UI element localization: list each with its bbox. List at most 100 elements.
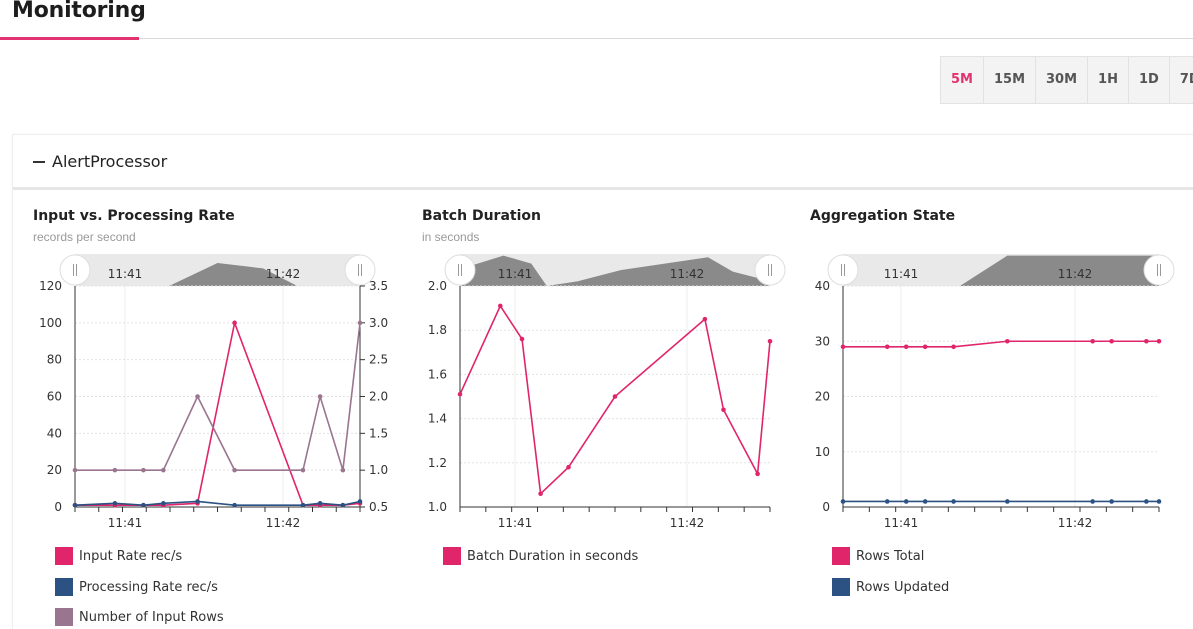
navigator-time-label: 11:41 xyxy=(108,267,143,281)
chart-title: Batch Duration xyxy=(422,208,541,224)
data-point xyxy=(232,467,237,473)
data-point xyxy=(195,394,200,399)
data-point xyxy=(519,336,525,342)
y-right-tick-label: 0.5 xyxy=(369,500,388,514)
time-range-selector: 5M 15M 30M 1H 1D 7D xyxy=(940,56,1193,104)
x-tick-label: 11:41 xyxy=(884,516,919,530)
data-point xyxy=(112,501,118,506)
y-tick-label: 20 xyxy=(47,463,62,477)
y-tick-label: 0 xyxy=(822,500,830,514)
data-point xyxy=(1090,338,1095,344)
range-1d-button[interactable]: 1D xyxy=(1129,57,1170,103)
data-point xyxy=(1156,499,1162,504)
range-15m-button[interactable]: 15M xyxy=(984,57,1037,103)
minus-icon[interactable] xyxy=(33,161,45,163)
y-right-tick-label: 3.5 xyxy=(369,279,388,293)
navigator-handle xyxy=(1143,254,1175,286)
legend-item[interactable]: Processing Rate rec/s xyxy=(55,578,218,596)
y-tick-label: 1.8 xyxy=(428,323,447,337)
range-7d-button[interactable]: 7D xyxy=(1179,72,1193,87)
y-tick-label: 60 xyxy=(47,390,62,404)
y-tick-label: 2.0 xyxy=(428,279,447,293)
navigator-handle xyxy=(827,254,859,286)
data-point xyxy=(884,344,890,350)
data-point xyxy=(903,344,909,350)
legend-label: Rows Total xyxy=(856,548,925,564)
data-point xyxy=(884,499,890,504)
legend-swatch xyxy=(443,547,461,565)
data-point xyxy=(340,502,346,508)
legend-label: Processing Rate rec/s xyxy=(79,579,218,595)
navigator-handle xyxy=(444,254,476,286)
navigator-sparkline xyxy=(460,255,770,286)
x-tick-label: 11:41 xyxy=(108,516,143,530)
series-line xyxy=(459,304,771,496)
data-point xyxy=(300,502,306,508)
data-point xyxy=(951,344,956,350)
range-5m-button[interactable]: 5M xyxy=(941,57,984,103)
legend-swatch xyxy=(55,578,73,596)
navigator-time-label: 11:41 xyxy=(884,267,919,281)
legend-label: Rows Updated xyxy=(856,579,950,595)
data-point xyxy=(538,491,543,497)
data-point xyxy=(498,303,503,309)
active-tab-underline xyxy=(0,37,139,40)
data-point xyxy=(1109,338,1114,344)
data-point xyxy=(195,499,200,504)
chart-plot-batch-duration: 11:41 11:42 1.0 1.2 1.4 1.6 1.8 2.0 11:41 11:42 xyxy=(428,254,786,530)
y-tick-label: 0 xyxy=(54,500,62,514)
x-tick-label: 11:42 xyxy=(670,516,705,530)
data-point xyxy=(1156,338,1162,344)
panel-header[interactable]: AlertProcessor xyxy=(13,135,1193,190)
legend-item[interactable]: Batch Duration in seconds xyxy=(443,547,638,565)
legend-item[interactable]: Rows Total xyxy=(832,547,924,565)
data-point xyxy=(922,499,928,504)
y-right-tick-label: 1.5 xyxy=(369,426,388,440)
processor-panel: AlertProcessor xyxy=(12,134,1193,629)
series-line xyxy=(75,322,361,471)
data-point xyxy=(232,502,237,508)
data-point xyxy=(1005,338,1010,344)
y-tick-label: 1.4 xyxy=(428,412,447,426)
legend-swatch xyxy=(55,547,73,565)
range-30m-button[interactable]: 30M xyxy=(1036,57,1089,103)
navigator-time-label: 11:42 xyxy=(670,267,705,281)
y-tick-label: 40 xyxy=(815,279,830,293)
navigator-time-label: 11:41 xyxy=(498,267,533,281)
series-line xyxy=(75,319,361,506)
y-right-tick-label: 1.0 xyxy=(369,463,388,477)
data-point xyxy=(457,391,463,397)
x-tick-label: 11:42 xyxy=(266,516,301,530)
legend-item[interactable]: Input Rate rec/s xyxy=(55,547,182,565)
data-point xyxy=(1109,499,1114,504)
y-tick-label: 1.2 xyxy=(428,456,447,470)
data-point xyxy=(840,499,846,504)
data-point xyxy=(357,499,363,504)
y-tick-label: 120 xyxy=(39,279,62,293)
page-title: Monitoring xyxy=(12,0,146,23)
y-tick-label: 30 xyxy=(815,334,830,348)
data-point xyxy=(300,467,306,473)
y-right-tick-label: 3.0 xyxy=(369,316,388,330)
chart-plot-aggregation-state: 11:41 11:42 0 10 20 30 40 11:41 11:42 xyxy=(815,254,1175,530)
data-point xyxy=(141,467,146,473)
y-tick-label: 1.6 xyxy=(428,367,447,381)
series-line xyxy=(843,340,1159,348)
navigator-sparkline xyxy=(959,255,1159,286)
legend-item[interactable]: Number of Input Rows xyxy=(55,608,224,626)
data-point xyxy=(903,499,909,504)
x-tick-label: 11:42 xyxy=(1058,516,1093,530)
range-1h-button[interactable]: 1H xyxy=(1088,57,1129,103)
y-tick-label: 80 xyxy=(47,353,62,367)
navigator-time-label: 11:42 xyxy=(266,267,301,281)
legend-item[interactable]: Rows Updated xyxy=(832,578,949,596)
data-point xyxy=(612,394,618,399)
data-point xyxy=(566,464,571,470)
data-point xyxy=(72,502,78,508)
data-point xyxy=(840,344,846,350)
panel-title: AlertProcessor xyxy=(52,152,168,171)
data-point xyxy=(1144,338,1149,344)
data-point xyxy=(317,501,323,506)
y-tick-label: 1.0 xyxy=(428,500,447,514)
data-point xyxy=(357,320,363,326)
